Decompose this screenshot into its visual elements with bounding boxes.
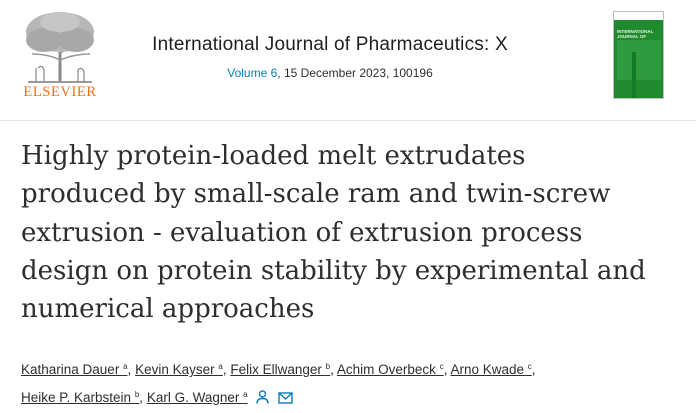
author-name: Katharina Dauer — [21, 362, 120, 377]
title-line: Highly protein-loaded melt extrudates — [21, 141, 526, 171]
affiliation-marker: c — [527, 362, 532, 371]
title-line: produced by small-scale ram and twin-scr… — [21, 179, 611, 210]
affiliation-marker: a — [218, 362, 223, 371]
author-separator: , — [330, 362, 334, 377]
author-link[interactable]: Katharina Dauer a — [21, 362, 128, 377]
tree-icon — [26, 12, 94, 83]
affiliation-marker: a — [243, 390, 248, 399]
affiliation-marker: a — [123, 362, 128, 371]
author-name: Achim Overbeck — [336, 362, 436, 377]
journal-title[interactable]: International Journal of Pharmaceutics: … — [152, 34, 508, 55]
issue-info: Volume 6, 15 December 2023, 100196 — [100, 66, 560, 80]
author-name: Heike P. Karbstein — [21, 390, 132, 405]
publisher-name: ELSEVIER — [23, 84, 97, 100]
issue-details: , 15 December 2023, 100196 — [277, 66, 433, 80]
author-link[interactable]: Heike P. Karbstein b — [21, 390, 139, 405]
cover-stripe — [632, 52, 636, 98]
author-link[interactable]: Felix Ellwanger b — [230, 362, 330, 377]
author-link[interactable]: Karl G. Wagner a — [147, 390, 248, 405]
affiliation-marker: b — [134, 390, 140, 399]
author-link[interactable]: Arno Kwade c — [450, 362, 531, 377]
author-separator: , — [531, 362, 536, 377]
author-name: Kevin Kayser — [135, 362, 215, 377]
article-title: Highly protein-loaded melt extrudates pr… — [21, 137, 681, 328]
article-header: ELSEVIER International Journal of Pharma… — [0, 0, 696, 122]
cover-panel — [617, 40, 661, 80]
affiliation-marker: b — [325, 362, 331, 371]
envelope-icon[interactable] — [278, 387, 293, 412]
author-link[interactable]: Achim Overbeck c — [337, 362, 444, 377]
author-name: Felix Ellwanger — [230, 362, 322, 377]
title-line: design on protein stability by experimen… — [21, 255, 646, 286]
author-list: Katharina Dauer a, Kevin Kayser a, Felix… — [21, 354, 681, 412]
author-link[interactable]: Kevin Kayser a — [135, 362, 223, 377]
header-divider — [0, 120, 696, 121]
title-line: extrusion - evaluation of extrusion proc… — [21, 217, 583, 248]
title-line: numerical approaches — [21, 294, 315, 325]
author-name: Arno Kwade — [450, 362, 525, 377]
author-separator: , — [127, 362, 132, 377]
author-separator: , — [443, 362, 448, 377]
author-name: Karl G. Wagner — [146, 390, 240, 405]
elsevier-tree-logo[interactable] — [14, 8, 106, 104]
journal-cover-thumbnail[interactable]: INTERNATIONAL JOURNAL OF PHARMACEUTICS:X — [613, 11, 664, 99]
author-separator: , — [139, 390, 144, 405]
author-separator: , — [222, 362, 227, 377]
affiliation-marker: c — [439, 362, 444, 371]
person-icon[interactable] — [256, 387, 270, 412]
volume-link[interactable]: Volume 6 — [227, 66, 278, 80]
cover-top-band — [614, 12, 663, 20]
